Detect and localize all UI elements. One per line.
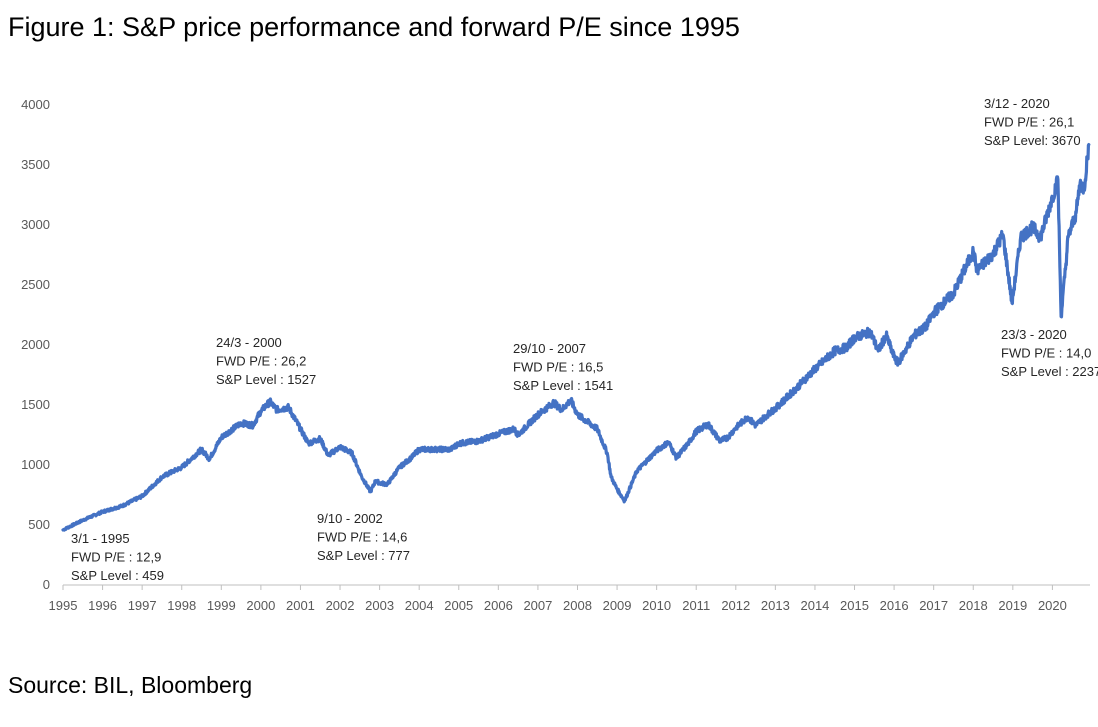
x-tick-label: 2003 (365, 598, 394, 613)
annotation-3: 29/10 - 2007 FWD P/E : 16,5 S&P Level : 15… (513, 341, 613, 393)
annotation-line: 23/3 - 2020 (1001, 327, 1067, 342)
annotation-line: 9/10 - 2002 (317, 511, 383, 526)
series-layer (61, 143, 1091, 532)
annotation-line: S&P Level : 2237 (1001, 364, 1098, 379)
annotation-line: 3/12 - 2020 (984, 96, 1050, 111)
x-tick-label: 2005 (444, 598, 473, 613)
x-tick-label: 2018 (959, 598, 988, 613)
annotation-line: 3/1 - 1995 (71, 531, 130, 546)
annotation-line: S&P Level : 459 (71, 568, 164, 583)
annotation-line: 24/3 - 2000 (216, 335, 282, 350)
source-note: Source: BIL, Bloomberg (8, 672, 253, 698)
annotation-5: 23/3 - 2020 FWD P/E : 14,0 S&P Level : 223… (1001, 327, 1098, 379)
x-tick-label: 2019 (998, 598, 1027, 613)
annotation-line: S&P Level : 1541 (513, 378, 613, 393)
x-tick-label: 1995 (49, 598, 78, 613)
annotation-4: 3/12 - 2020 FWD P/E : 26,1 S&P Level: 3670 (984, 96, 1081, 148)
annotation-line: S&P Level : 1527 (216, 372, 316, 387)
annotation-line: FWD P/E : 14,0 (1001, 346, 1091, 361)
y-axis: 0 500 1000 1500 2000 2500 3000 3500 4000 (21, 97, 50, 592)
x-tick-label: 2010 (642, 598, 671, 613)
annotation-line: 29/10 - 2007 (513, 341, 586, 356)
x-tick-label: 2012 (721, 598, 750, 613)
annotation-line: S&P Level : 777 (317, 548, 410, 563)
y-tick-label: 0 (43, 577, 50, 592)
x-tick-label: 2002 (326, 598, 355, 613)
annotation-line: FWD P/E : 16,5 (513, 360, 603, 375)
annotation-line: S&P Level: 3670 (984, 133, 1081, 148)
x-tick-label: 1999 (207, 598, 236, 613)
x-tick-label: 2011 (682, 598, 710, 613)
series-line-0 (61, 143, 1091, 532)
annotation-line: FWD P/E : 26,1 (984, 115, 1074, 130)
y-tick-label: 1000 (21, 457, 50, 472)
x-tick-label: 2015 (840, 598, 869, 613)
y-tick-label: 3500 (21, 157, 50, 172)
x-tick-label: 2007 (523, 598, 552, 613)
figure-title: Figure 1: S&P price performance and forw… (8, 12, 740, 42)
x-tick-label: 2001 (286, 598, 315, 613)
annotation-2: 9/10 - 2002 FWD P/E : 14,6 S&P Level : 777 (317, 511, 410, 563)
annotation-line: FWD P/E : 12,9 (71, 550, 161, 565)
y-tick-label: 3000 (21, 217, 50, 232)
annotations: 3/1 - 1995 FWD P/E : 12,9 S&P Level : 459 2… (71, 96, 1098, 583)
x-tick-label: 2006 (484, 598, 513, 613)
y-tick-label: 2000 (21, 337, 50, 352)
x-tick-label: 2004 (405, 598, 434, 613)
y-tick-label: 2500 (21, 277, 50, 292)
x-tick-label: 2013 (761, 598, 790, 613)
annotation-line: FWD P/E : 14,6 (317, 530, 407, 545)
y-tick-label: 1500 (21, 397, 50, 412)
x-tick-label: 1997 (128, 598, 157, 613)
annotation-0: 3/1 - 1995 FWD P/E : 12,9 S&P Level : 459 (71, 531, 164, 583)
x-tick-label: 1996 (88, 598, 117, 613)
x-tick-label: 2017 (919, 598, 948, 613)
x-tick-label: 2014 (800, 598, 829, 613)
x-tick-label: 2009 (603, 598, 632, 613)
y-tick-label: 4000 (21, 97, 50, 112)
annotation-line: FWD P/E : 26,2 (216, 354, 306, 369)
y-tick-label: 500 (28, 517, 50, 532)
x-axis: 1995 1996 1997 1998 1999 2000 2001 2002 2003 2004… (49, 585, 1067, 613)
x-tick-label: 2016 (880, 598, 909, 613)
x-tick-label: 2020 (1038, 598, 1067, 613)
x-tick-label: 2000 (246, 598, 275, 613)
x-tick-label: 1998 (167, 598, 196, 613)
x-tick-label: 2008 (563, 598, 592, 613)
annotation-1: 24/3 - 2000 FWD P/E : 26,2 S&P Level : 152… (216, 335, 316, 387)
